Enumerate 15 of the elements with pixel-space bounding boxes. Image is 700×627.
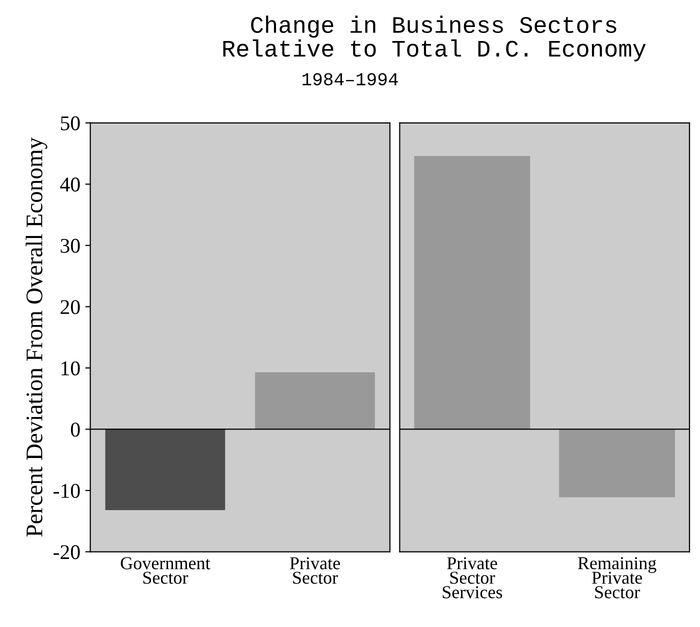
x-tick-label: Private Sector [290,557,340,584]
y-tick-label: 50 [60,116,80,130]
x-tick-label: Remaining Private Sector [578,557,656,598]
x-tick-label: Private Sector Services [442,557,502,598]
y-tick-label: 40 [60,178,80,192]
x-tick-label: Government Sector [120,557,210,584]
y-tick-label: 10 [62,361,80,376]
y-tick-label: -10 [54,484,80,498]
chart-title: Change in Business Sectors Relative to Total D.C. Economy [223,16,646,62]
y-tick-label: 20 [60,300,80,314]
y-tick-label: -20 [54,545,80,560]
y-tick-label: 30 [60,238,80,253]
chart-subtitle: 1984–1994 [302,73,398,86]
y-tick-label: 0 [70,422,80,437]
y-axis-title: Percent Deviation From Overall Economy [26,137,48,537]
